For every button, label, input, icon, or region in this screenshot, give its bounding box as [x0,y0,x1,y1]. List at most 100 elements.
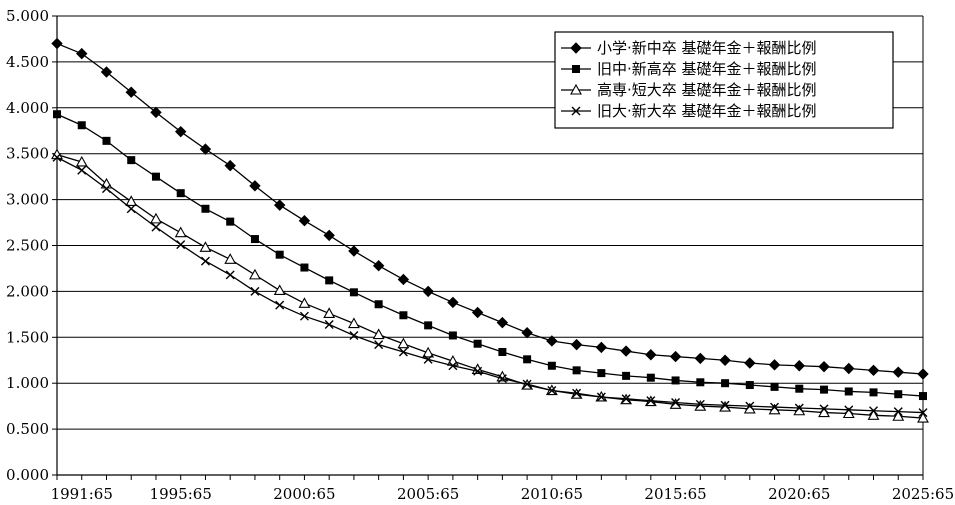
data-point [892,410,905,421]
data-point [919,392,927,401]
data-point [745,381,754,390]
y-tick-label: 2.000 [6,282,49,300]
x-tick-label: 2000:65 [273,485,335,503]
marker-stroke [547,386,557,396]
data-point [794,403,804,413]
marker-stroke [200,256,210,266]
y-tick-label: 5.000 [6,7,49,25]
data-point [275,250,284,259]
data-point [471,306,484,319]
data-point [694,400,707,411]
marker-stroke [646,396,656,406]
series-line [56,113,924,397]
data-point [869,388,878,397]
data-point [720,400,730,410]
data-point [818,360,830,373]
data-point [201,204,210,213]
data-point [473,339,482,348]
data-point [200,256,210,266]
marker-stroke [745,401,755,411]
legend-label: 高専·短大卒 基礎年金＋報酬比例 [597,81,817,99]
marker-stroke [918,408,928,418]
marker-stroke [275,300,285,310]
marker-stroke [225,270,235,280]
marker-stroke [151,222,161,232]
data-point [867,364,880,377]
data-point [744,357,756,369]
marker-stroke [522,379,532,389]
marker-stroke [250,286,260,296]
data-point [547,361,556,370]
data-point [867,409,880,420]
marker-stroke [819,404,829,414]
marker-stroke [720,400,730,410]
data-point [125,195,138,206]
data-point [151,222,161,232]
data-point [75,155,88,167]
data-point [892,366,904,378]
data-point [100,66,113,78]
data-point [844,387,853,396]
marker-stroke [77,165,87,175]
data-point [151,172,160,181]
data-point [473,366,483,376]
data-point [893,407,903,417]
marker-stroke [695,399,705,409]
data-point [819,404,829,414]
data-point [150,212,162,224]
series-4 [52,152,928,418]
data-point [694,352,707,365]
legend-item: 小学·新中卒 基礎年金＋報酬比例 [561,39,817,57]
data-point [199,241,212,252]
marker-stroke [572,388,582,398]
marker-stroke [176,240,186,250]
x-tick-label: 2015:65 [644,485,706,503]
marker-stroke [621,394,631,404]
data-point [572,366,581,375]
data-point [622,371,631,380]
data-point [174,226,187,238]
marker-stroke [770,402,780,412]
data-point [224,159,236,172]
data-point [497,374,507,384]
data-point [645,349,657,361]
y-tick-label: 2.500 [6,237,49,255]
data-point [299,311,309,321]
data-point [374,340,384,350]
y-tick-label: 4.000 [6,99,49,117]
data-point [843,362,855,375]
data-point [397,337,410,349]
series-line [56,156,924,414]
x-tick-label: 2010:65 [521,485,583,503]
data-point [745,401,755,411]
series-2 [53,110,927,401]
data-point [323,307,336,318]
marker-stroke [448,361,458,371]
data-point [397,273,410,286]
marker-stroke [844,405,854,415]
data-point [547,386,557,396]
legend-item: 旧中·新高卒 基礎年金＋報酬比例 [561,60,817,78]
x-tick-label: 1995:65 [150,485,212,503]
marker-stroke [374,340,384,350]
data-point [298,297,311,308]
marker-stroke [398,347,408,357]
y-tick-label: 1.500 [6,328,49,346]
data-point [595,341,608,354]
data-point [422,346,435,358]
data-point [770,402,780,412]
data-point [300,263,309,272]
data-point [844,405,854,415]
y-tick-label: 1.000 [6,374,49,392]
data-point [447,296,459,309]
data-point [324,319,334,329]
data-point [250,286,260,296]
data-point [596,392,606,402]
marker-stroke [299,311,309,321]
data-point [51,37,63,50]
marker-stroke [794,403,804,413]
data-point [448,331,457,340]
data-point [546,335,558,347]
legend-label: 旧中·新高卒 基礎年金＋報酬比例 [597,60,817,78]
